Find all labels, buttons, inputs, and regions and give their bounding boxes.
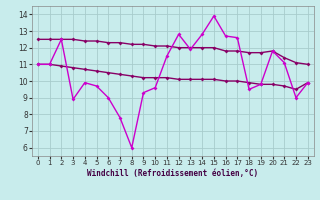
- X-axis label: Windchill (Refroidissement éolien,°C): Windchill (Refroidissement éolien,°C): [87, 169, 258, 178]
